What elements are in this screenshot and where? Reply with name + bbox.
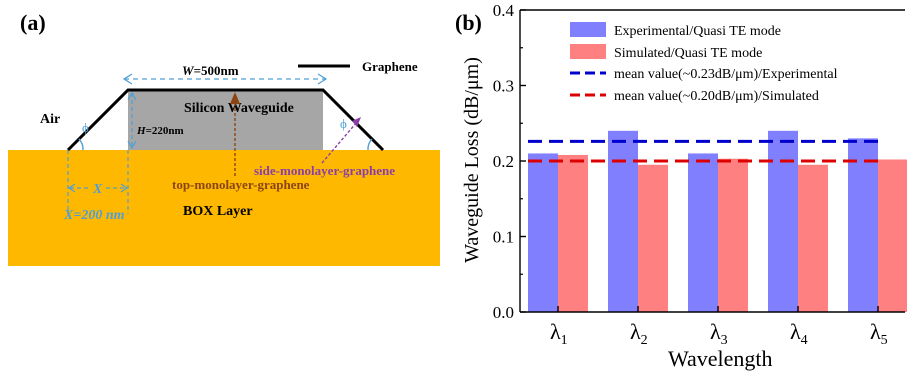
angle-arc-left: [78, 138, 84, 151]
bar-experimental-4: [768, 130, 798, 312]
x-tick-label-4: λ4: [790, 319, 808, 348]
x-axis-label: Wavelength: [668, 346, 773, 371]
bar-experimental-1: [528, 153, 558, 312]
bar-simulated-1: [558, 154, 588, 312]
y-tick-label-4: 0.4: [493, 1, 515, 20]
x-tick-label-5: λ5: [870, 319, 888, 348]
x-symbol: X: [92, 182, 103, 197]
angle-arc-right: [367, 138, 373, 151]
panel-b-label: (b): [455, 10, 482, 35]
bar-experimental-3: [688, 153, 718, 312]
panel-b: (b) 0.0 0.1 0.2 0.3 0.4 λ1 λ2 λ3 λ4 λ5 Wavelength W…: [455, 1, 907, 371]
y-tick-label-1: 0.1: [493, 228, 514, 247]
graphene-label: Graphene: [362, 59, 418, 74]
height-label-symbol: H: [136, 125, 146, 137]
height-arrow-bottom: [127, 140, 137, 150]
bar-simulated-4: [798, 164, 828, 312]
x-tick-label-2: λ2: [630, 319, 648, 348]
height-label: H=220nm: [136, 125, 184, 137]
side-graphene-arrowhead: [352, 117, 361, 127]
height-label-value: =220nm: [146, 125, 184, 137]
bar-simulated-5: [878, 159, 907, 312]
x-value-label: X=200 nm: [63, 208, 125, 223]
width-label-value: =500nm: [194, 63, 239, 78]
bar-experimental-5: [848, 138, 878, 312]
box-layer-label: BOX Layer: [183, 204, 253, 219]
width-arrow-right: [317, 73, 328, 85]
angle-symbol-right: ϕ: [340, 116, 347, 131]
legend-label-experimental: Experimental/Quasi TE mode: [614, 24, 781, 39]
y-axis-label: Waveguide Loss (dB/μm): [461, 57, 483, 263]
width-label-symbol: W: [182, 63, 195, 78]
x-tick-label-3: λ3: [710, 319, 728, 348]
chart-area: 0.0 0.1 0.2 0.3 0.4 λ1 λ2 λ3 λ4 λ5 Wavelength Waveg…: [461, 1, 907, 371]
width-label: W=500nm: [182, 63, 239, 78]
width-arrow-left: [122, 73, 133, 85]
y-tick-label-3: 0.3: [493, 77, 514, 96]
x-tick-label-1: λ1: [550, 319, 568, 348]
x-dimension: [67, 150, 129, 214]
angle-symbol-left: ϕ: [82, 120, 89, 135]
bar-simulated-2: [638, 164, 668, 312]
x-arrow-right: [120, 183, 129, 193]
legend-swatch-simulated: [570, 44, 606, 59]
air-label: Air: [40, 112, 60, 127]
side-graphene-arrow: [321, 121, 358, 164]
width-dimension: [122, 73, 328, 85]
panel-a-label: (a): [20, 10, 46, 35]
legend-mean-label-experimental: mean value(~0.23dB/μm)/Experimental: [614, 67, 838, 82]
silicon-waveguide: [128, 90, 323, 150]
top-graphene-arrowhead: [230, 92, 240, 104]
height-dimension: [127, 91, 137, 150]
x-arrow-left: [67, 183, 76, 193]
waveguide-label: Silicon Waveguide: [184, 101, 294, 116]
bar-simulated-3: [718, 158, 748, 312]
angle-right: [367, 138, 373, 151]
panel-a: (a) Graphene W=500nm Silicon Waveguide H…: [8, 10, 440, 266]
legend-swatch-experimental: [570, 22, 606, 37]
graphene-layer: [66, 88, 385, 152]
height-arrow-top: [127, 91, 137, 101]
side-graphene-label: side-monolayer-graphene: [254, 163, 395, 178]
legend-label-simulated: Simulated/Quasi TE mode: [614, 46, 762, 61]
y-tick-label-2: 0.2: [493, 152, 514, 171]
box-layer: [8, 150, 440, 266]
top-graphene-label: top-monolayer-graphene: [172, 177, 310, 192]
angle-left: [78, 138, 84, 151]
bar-experimental-2: [608, 130, 638, 312]
legend-mean-label-simulated: mean value(~0.20dB/μm)/Simulated: [614, 89, 819, 104]
y-tick-label-0: 0.0: [493, 303, 514, 322]
